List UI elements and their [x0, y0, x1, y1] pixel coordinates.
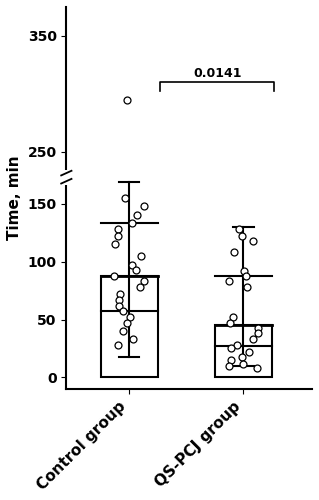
- Point: [228, 344, 233, 352]
- Point: [235, 341, 240, 349]
- Point: [241, 267, 247, 275]
- Point: [130, 335, 135, 343]
- Point: [247, 348, 252, 356]
- Point: [122, 194, 128, 202]
- Y-axis label: Time, min: Time, min: [7, 156, 22, 240]
- Point: [116, 232, 121, 240]
- Point: [227, 319, 232, 327]
- Point: [133, 266, 138, 274]
- Point: [111, 272, 116, 280]
- Point: [229, 356, 234, 364]
- Point: [237, 225, 242, 233]
- Point: [124, 319, 130, 327]
- Point: [138, 252, 144, 260]
- Point: [117, 290, 122, 298]
- Bar: [100, 276, 158, 378]
- Point: [120, 308, 125, 316]
- Point: [241, 360, 246, 368]
- Point: [244, 272, 249, 280]
- Point: [142, 278, 147, 285]
- Point: [231, 248, 236, 256]
- Point: [239, 352, 244, 360]
- Point: [244, 283, 249, 291]
- Point: [128, 313, 133, 321]
- Point: [130, 220, 135, 228]
- Point: [113, 240, 118, 248]
- Point: [250, 237, 255, 245]
- Point: [254, 364, 259, 372]
- Point: [256, 330, 261, 338]
- Point: [115, 341, 120, 349]
- Point: [124, 96, 130, 104]
- Point: [255, 324, 260, 332]
- Point: [116, 302, 122, 310]
- Point: [230, 313, 235, 321]
- Bar: [215, 326, 272, 378]
- Point: [240, 232, 245, 240]
- Point: [141, 202, 146, 210]
- Point: [137, 283, 142, 291]
- Text: 0.0141: 0.0141: [193, 68, 241, 80]
- Point: [251, 335, 256, 343]
- Point: [120, 327, 125, 335]
- Point: [226, 278, 232, 285]
- Point: [116, 225, 121, 233]
- Point: [116, 296, 122, 304]
- Point: [226, 362, 231, 370]
- Point: [134, 212, 139, 220]
- Point: [130, 261, 135, 269]
